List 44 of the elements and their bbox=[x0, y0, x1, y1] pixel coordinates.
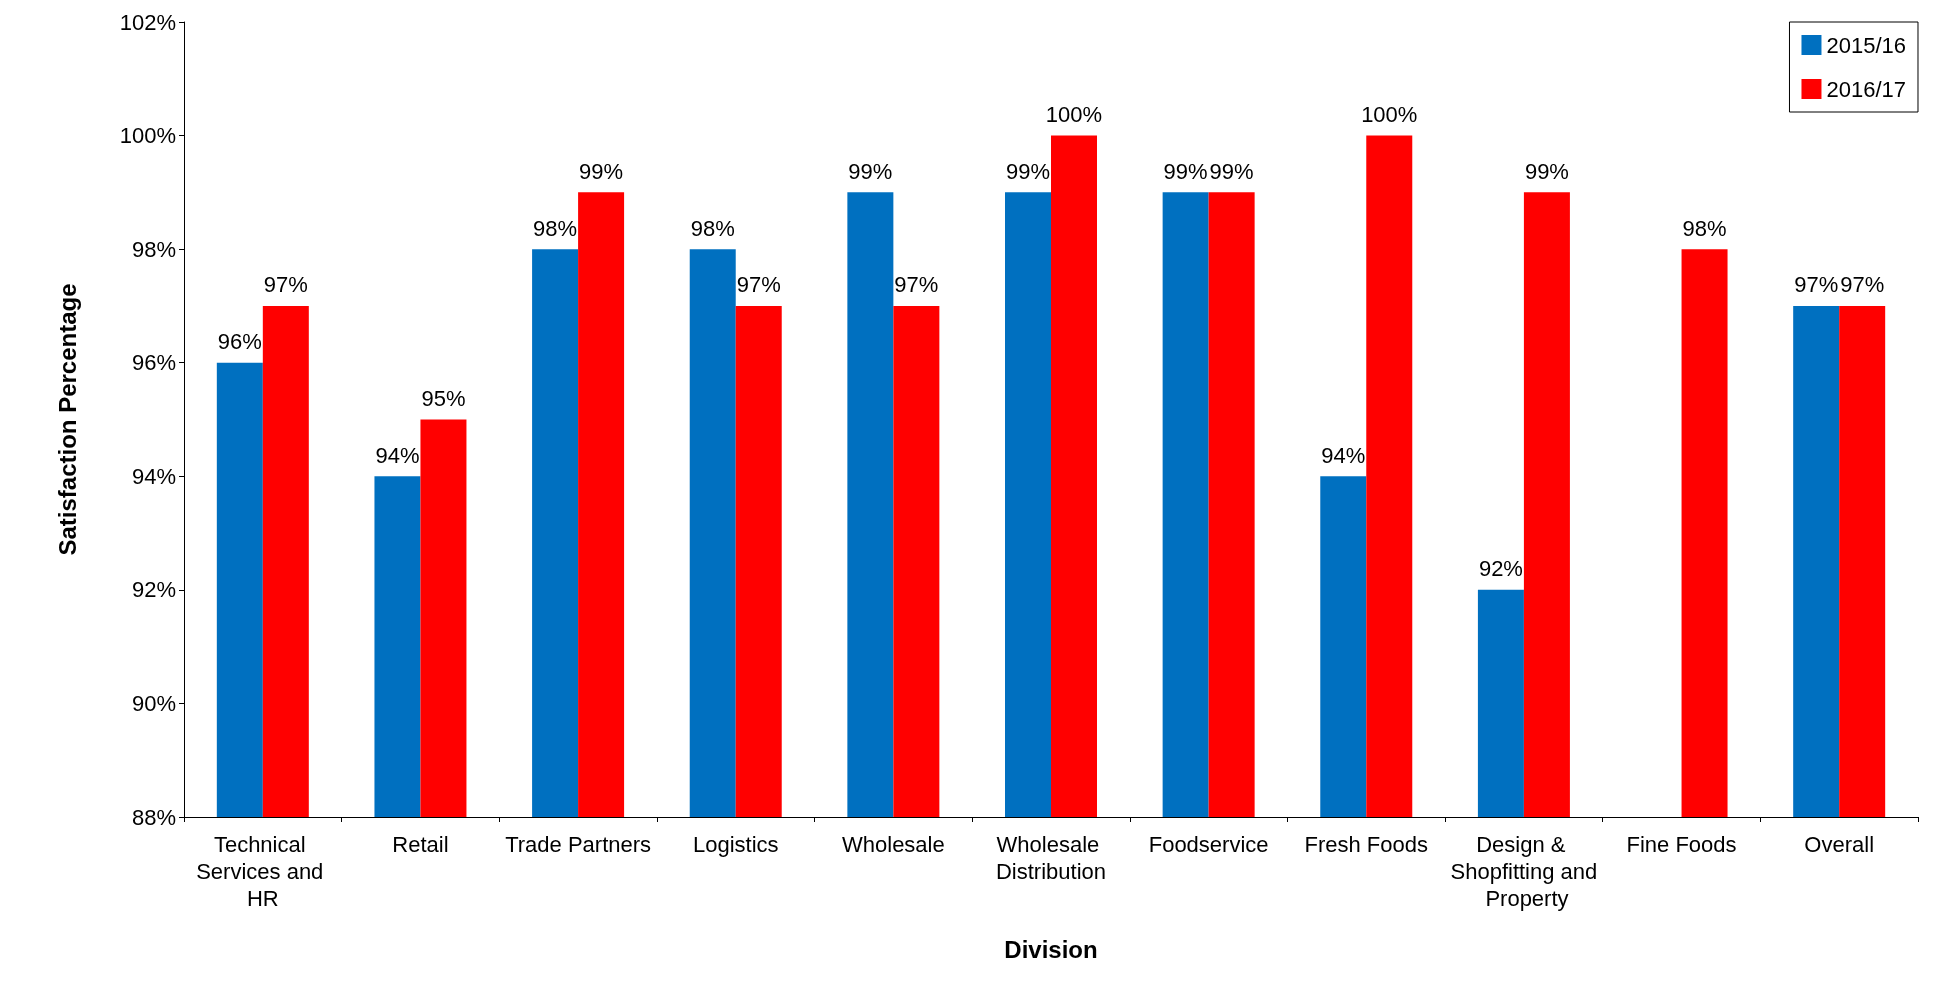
data-label: 98% bbox=[690, 215, 735, 241]
y-tick-label: 100% bbox=[119, 123, 176, 149]
legend-label: 2015/16 bbox=[1826, 32, 1907, 58]
data-label: 97% bbox=[894, 272, 939, 298]
data-label: 96% bbox=[217, 329, 262, 355]
data-label: 97% bbox=[736, 272, 781, 298]
data-label: 97% bbox=[1840, 272, 1885, 298]
data-label: 99% bbox=[1209, 158, 1254, 184]
data-label: 99% bbox=[848, 158, 893, 184]
x-tick-label: Retail bbox=[392, 832, 449, 857]
x-tick-label: Trade Partners bbox=[505, 832, 652, 857]
y-tick-label: 90% bbox=[131, 690, 176, 716]
x-tick-label: Overall bbox=[1804, 832, 1875, 857]
data-label: 92% bbox=[1478, 556, 1523, 582]
data-label: 100% bbox=[1361, 102, 1418, 128]
x-tick-label: Logistics bbox=[692, 832, 779, 857]
y-tick-label: 98% bbox=[131, 236, 176, 262]
y-axis-title: Satisfaction Percentage bbox=[53, 283, 81, 556]
x-tick-label: Design & Shopfitting and Property bbox=[1450, 832, 1598, 911]
y-tick-label: 94% bbox=[131, 463, 176, 489]
y-tick-label: 88% bbox=[131, 804, 176, 830]
data-label: 97% bbox=[263, 272, 308, 298]
x-tick-label: Technical Services and HR bbox=[196, 832, 330, 911]
x-tick-label: Wholesale Distribution bbox=[995, 832, 1107, 884]
data-label: 94% bbox=[1321, 442, 1366, 468]
legend-label: 2016/17 bbox=[1826, 76, 1907, 102]
data-label: 100% bbox=[1045, 102, 1103, 128]
data-label: 94% bbox=[375, 442, 420, 468]
x-axis-title: Division bbox=[1004, 935, 1098, 963]
data-label: 95% bbox=[421, 386, 466, 411]
x-tick-label: Wholesale bbox=[842, 832, 945, 857]
data-label: 99% bbox=[1005, 158, 1051, 184]
y-tick-label: 102% bbox=[119, 9, 176, 35]
data-label: 97% bbox=[1794, 272, 1839, 298]
x-tick-label: Foodservice bbox=[1148, 832, 1269, 857]
y-tick-label: 96% bbox=[131, 350, 176, 376]
data-label: 99% bbox=[579, 158, 624, 184]
data-label: 99% bbox=[1524, 158, 1569, 184]
y-tick-label: 92% bbox=[131, 577, 176, 603]
x-tick-label: Fine Foods bbox=[1626, 832, 1737, 857]
data-label: 98% bbox=[533, 215, 578, 241]
x-tick-label: Fresh Foods bbox=[1304, 832, 1429, 857]
data-label: 98% bbox=[1682, 215, 1727, 241]
data-label: 99% bbox=[1163, 158, 1208, 184]
